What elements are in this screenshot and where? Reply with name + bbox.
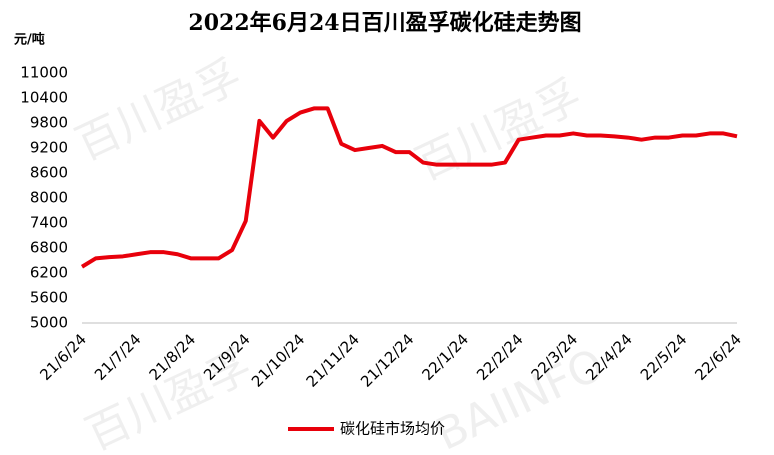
x-tick-label: 21/6/24 <box>36 330 90 384</box>
watermark: 百川盈孚 <box>408 70 589 191</box>
x-tick-label: 21/7/24 <box>91 330 145 384</box>
y-tick-label: 6800 <box>30 239 68 257</box>
y-tick-label: 9200 <box>30 139 68 157</box>
y-tick-label: 6200 <box>30 264 68 282</box>
data-line <box>80 106 738 269</box>
y-tick-label: 5600 <box>30 289 68 307</box>
x-tick-label: 22/1/24 <box>418 330 472 384</box>
y-axis-label: 元/吨 <box>14 32 45 48</box>
legend-label: 碳化硅市场均价 <box>340 420 445 438</box>
x-tick-label: 21/12/24 <box>357 330 417 390</box>
y-tick-label: 10400 <box>20 89 68 107</box>
x-tick-label: 21/10/24 <box>248 330 308 390</box>
watermark: 百川盈孚 <box>68 50 249 171</box>
x-tick-label: 22/6/24 <box>691 330 745 384</box>
chart-title: 2022年6月24日百川盈孚碳化硅走势图 <box>188 10 581 36</box>
x-tick-label: 21/11/24 <box>303 330 363 390</box>
y-tick-label: 9800 <box>30 114 68 132</box>
y-tick-label: 5000 <box>30 314 68 332</box>
x-tick-label: 22/5/24 <box>637 330 691 384</box>
y-tick-label: 7400 <box>30 214 68 232</box>
y-tick-label: 8600 <box>30 164 68 182</box>
y-tick-label: 11000 <box>20 64 68 82</box>
y-tick-label: 8000 <box>30 189 68 207</box>
